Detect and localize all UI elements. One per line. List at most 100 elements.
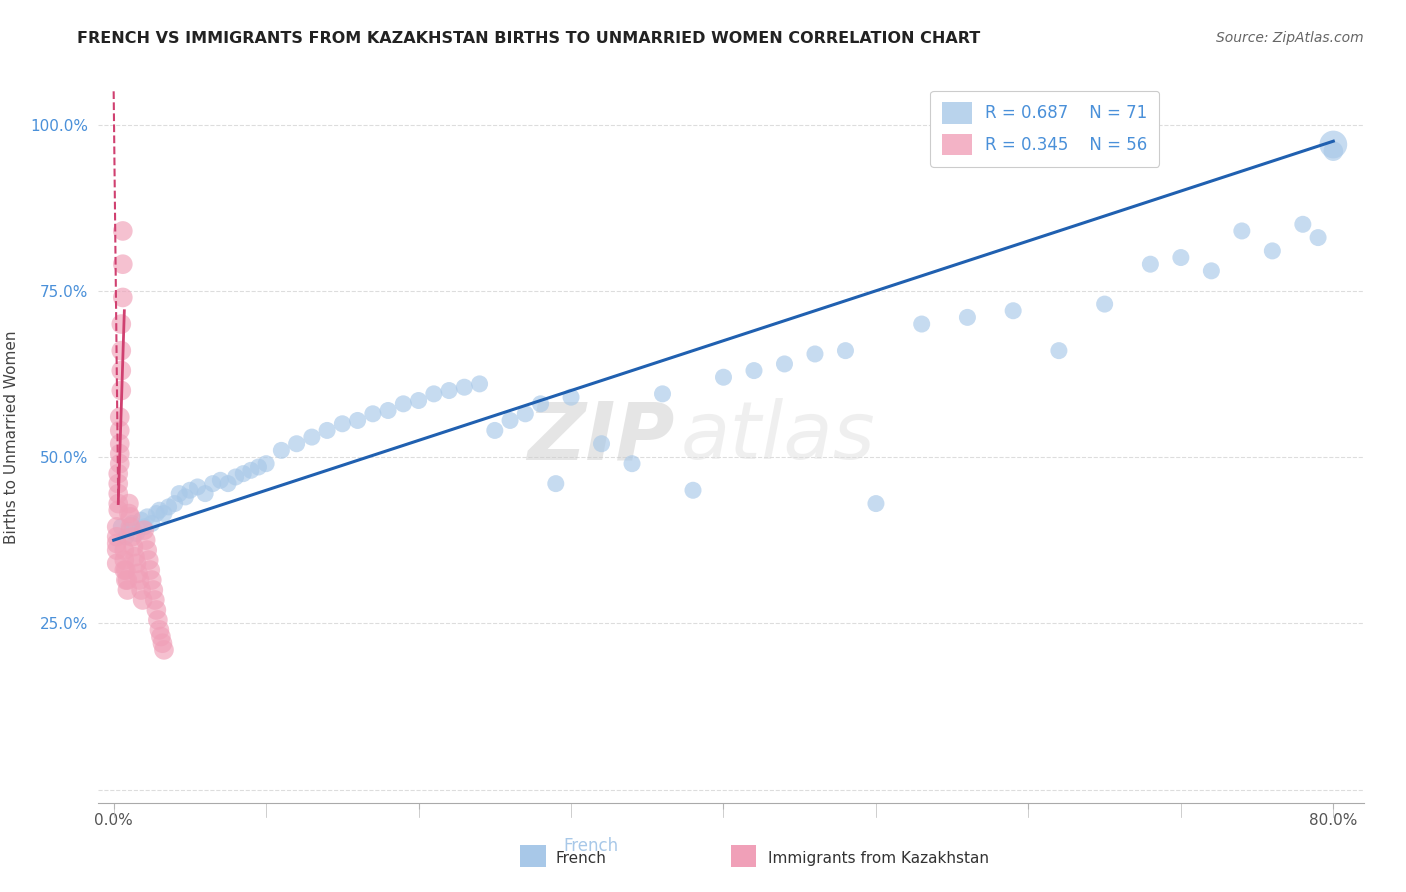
- Point: [134, 520, 156, 534]
- Point: [105, 543, 128, 558]
- Point: [773, 357, 796, 371]
- Point: [110, 384, 132, 398]
- Point: [239, 463, 262, 477]
- Point: [560, 390, 582, 404]
- Point: [1230, 224, 1253, 238]
- Point: [423, 387, 446, 401]
- Point: [682, 483, 704, 498]
- Point: [125, 526, 148, 541]
- Point: [108, 436, 131, 450]
- Point: [108, 457, 131, 471]
- Point: [110, 343, 132, 358]
- Point: [148, 623, 170, 637]
- Point: [408, 393, 430, 408]
- Text: French: French: [562, 837, 619, 855]
- Point: [621, 457, 644, 471]
- Point: [247, 460, 270, 475]
- Point: [124, 549, 146, 564]
- Point: [713, 370, 735, 384]
- Point: [110, 363, 132, 377]
- Point: [186, 480, 208, 494]
- Point: [129, 513, 152, 527]
- Point: [121, 516, 143, 531]
- Point: [209, 473, 232, 487]
- Point: [194, 486, 217, 500]
- Point: [392, 397, 415, 411]
- Point: [118, 507, 141, 521]
- Point: [544, 476, 567, 491]
- Point: [108, 410, 131, 425]
- Point: [129, 582, 152, 597]
- Point: [157, 500, 180, 514]
- Point: [112, 563, 135, 577]
- Point: [112, 543, 135, 558]
- Point: [148, 503, 170, 517]
- Point: [301, 430, 323, 444]
- Point: [145, 603, 167, 617]
- Point: [217, 476, 239, 491]
- Point: [142, 582, 165, 597]
- Point: [956, 310, 979, 325]
- Text: ZIP: ZIP: [527, 398, 675, 476]
- Point: [911, 317, 934, 331]
- Point: [1201, 264, 1223, 278]
- Text: French: French: [555, 851, 606, 865]
- Point: [146, 613, 169, 627]
- Point: [1306, 230, 1329, 244]
- Point: [285, 436, 308, 450]
- Point: [1322, 144, 1344, 158]
- Point: [153, 507, 176, 521]
- Legend: R = 0.687    N = 71, R = 0.345    N = 56: R = 0.687 N = 71, R = 0.345 N = 56: [931, 91, 1160, 167]
- Point: [128, 573, 150, 587]
- Point: [105, 530, 128, 544]
- Point: [111, 224, 134, 238]
- Point: [107, 476, 129, 491]
- Text: Source: ZipAtlas.com: Source: ZipAtlas.com: [1216, 31, 1364, 45]
- Point: [112, 553, 135, 567]
- Point: [136, 543, 159, 558]
- Point: [138, 553, 160, 567]
- Point: [136, 509, 159, 524]
- Text: atlas: atlas: [681, 398, 876, 476]
- Point: [529, 397, 551, 411]
- Point: [225, 470, 247, 484]
- Point: [1292, 217, 1315, 231]
- Point: [141, 516, 163, 531]
- Point: [651, 387, 673, 401]
- Point: [865, 497, 887, 511]
- Point: [127, 566, 149, 581]
- Point: [118, 497, 141, 511]
- Text: Immigrants from Kazakhstan: Immigrants from Kazakhstan: [768, 851, 988, 865]
- Point: [111, 290, 134, 304]
- Point: [330, 417, 353, 431]
- Point: [1261, 244, 1284, 258]
- Point: [174, 490, 197, 504]
- Point: [361, 407, 384, 421]
- Point: [110, 520, 132, 534]
- Point: [143, 593, 166, 607]
- Point: [107, 467, 129, 481]
- Point: [121, 530, 143, 544]
- Point: [115, 530, 138, 544]
- Point: [108, 424, 131, 438]
- Y-axis label: Births to Unmarried Women: Births to Unmarried Women: [4, 330, 18, 544]
- Point: [453, 380, 475, 394]
- Point: [1047, 343, 1070, 358]
- Point: [145, 507, 167, 521]
- Point: [115, 563, 138, 577]
- Point: [139, 563, 162, 577]
- Text: FRENCH VS IMMIGRANTS FROM KAZAKHSTAN BIRTHS TO UNMARRIED WOMEN CORRELATION CHART: FRENCH VS IMMIGRANTS FROM KAZAKHSTAN BIR…: [77, 31, 980, 46]
- Point: [107, 486, 129, 500]
- Point: [105, 536, 128, 550]
- Point: [834, 343, 856, 358]
- Point: [270, 443, 292, 458]
- Point: [437, 384, 460, 398]
- Point: [115, 573, 138, 587]
- Point: [105, 520, 128, 534]
- Point: [1170, 251, 1192, 265]
- Point: [499, 413, 522, 427]
- Point: [111, 257, 134, 271]
- Point: [1002, 303, 1025, 318]
- Point: [232, 467, 254, 481]
- Point: [163, 497, 186, 511]
